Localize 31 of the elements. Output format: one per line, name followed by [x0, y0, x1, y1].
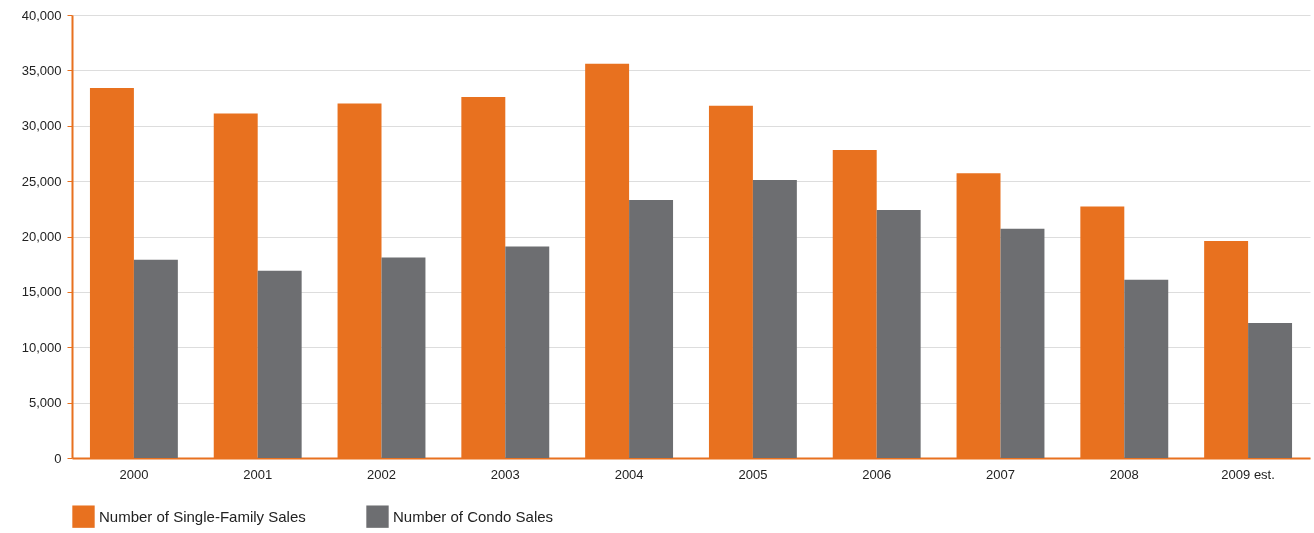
y-tick-label: 30,000 — [21, 118, 62, 134]
x-tick-label: 2005 — [738, 466, 768, 482]
y-tick-label: 0 — [54, 450, 62, 466]
x-tick-label: 2008 — [1109, 466, 1139, 482]
x-tick-label: 2009 est. — [1221, 466, 1275, 482]
x-tick-label: 2006 — [862, 466, 892, 482]
x-tick-label: 2007 — [986, 466, 1015, 482]
bar — [257, 270, 302, 458]
y-tick-label: 10,000 — [21, 339, 62, 355]
bar — [752, 180, 797, 458]
y-tick-label: 15,000 — [21, 284, 62, 300]
bar — [133, 259, 178, 458]
bar — [876, 209, 921, 458]
bar — [629, 199, 674, 458]
x-tick-label: 2002 — [367, 466, 396, 482]
y-tick-label: 40,000 — [21, 7, 62, 23]
bar — [1124, 279, 1169, 458]
y-tick-label: 25,000 — [21, 173, 62, 189]
legend-label: Number of Condo Sales — [393, 507, 554, 525]
bar — [505, 246, 550, 458]
legend-label: Number of Single-Family Sales — [99, 507, 306, 525]
bar — [381, 257, 426, 458]
bar — [1248, 322, 1293, 458]
y-tick-label: 20,000 — [21, 229, 62, 244]
x-tick-label: 2004 — [614, 466, 644, 482]
x-tick-label: 2001 — [243, 466, 273, 482]
bar — [1000, 228, 1045, 458]
x-tick-label: 2000 — [119, 466, 149, 482]
x-tick-label: 2003 — [490, 466, 520, 482]
y-tick-label: 35,000 — [21, 62, 62, 78]
y-tick-label: 5,000 — [28, 395, 62, 411]
